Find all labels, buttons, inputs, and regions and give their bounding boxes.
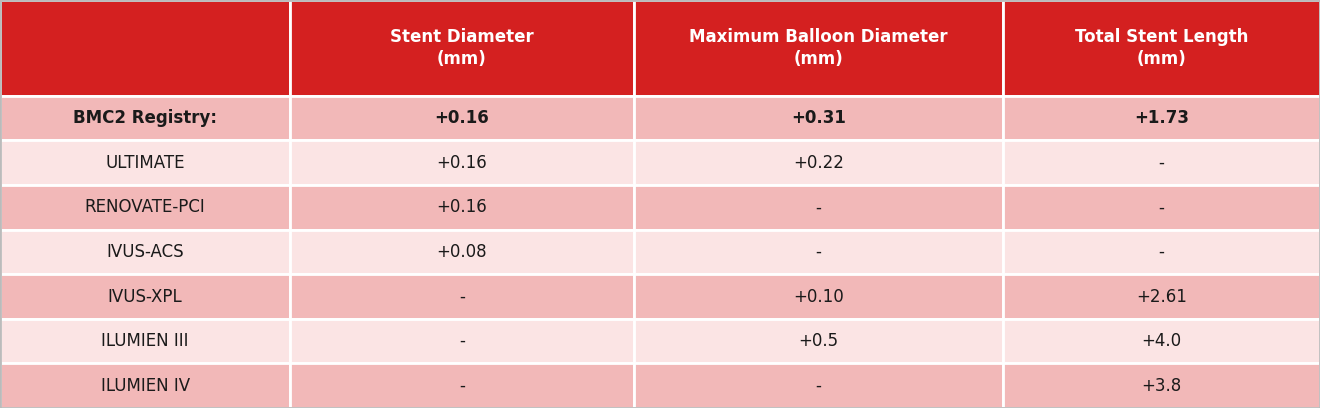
- Text: -: -: [459, 377, 465, 395]
- Bar: [0, 364, 290, 408]
- Bar: [1003, 274, 1320, 319]
- Text: -: -: [459, 288, 465, 306]
- Text: Stent Diameter
(mm): Stent Diameter (mm): [391, 28, 533, 68]
- Text: -: -: [1159, 198, 1164, 216]
- Text: +0.16: +0.16: [434, 109, 490, 127]
- Text: -: -: [816, 377, 821, 395]
- Bar: [290, 185, 634, 230]
- Text: ILUMIEN IV: ILUMIEN IV: [100, 377, 190, 395]
- Text: BMC2 Registry:: BMC2 Registry:: [73, 109, 218, 127]
- Text: +2.61: +2.61: [1137, 288, 1187, 306]
- Bar: [1003, 364, 1320, 408]
- Text: +0.16: +0.16: [437, 198, 487, 216]
- Text: -: -: [459, 332, 465, 350]
- Bar: [290, 0, 634, 96]
- Text: +4.0: +4.0: [1142, 332, 1181, 350]
- Bar: [634, 96, 1003, 140]
- Bar: [0, 319, 290, 364]
- Bar: [290, 364, 634, 408]
- Text: Total Stent Length
(mm): Total Stent Length (mm): [1074, 28, 1249, 68]
- Text: +0.5: +0.5: [799, 332, 838, 350]
- Bar: [0, 274, 290, 319]
- Bar: [290, 140, 634, 185]
- Text: IVUS-XPL: IVUS-XPL: [108, 288, 182, 306]
- Bar: [290, 96, 634, 140]
- Text: +0.31: +0.31: [791, 109, 846, 127]
- Bar: [1003, 140, 1320, 185]
- Bar: [634, 185, 1003, 230]
- Text: IVUS-ACS: IVUS-ACS: [107, 243, 183, 261]
- Text: -: -: [816, 198, 821, 216]
- Text: -: -: [816, 243, 821, 261]
- Text: +0.16: +0.16: [437, 154, 487, 172]
- Bar: [0, 230, 290, 274]
- Text: -: -: [1159, 243, 1164, 261]
- Text: +0.22: +0.22: [793, 154, 843, 172]
- Bar: [1003, 96, 1320, 140]
- Bar: [290, 274, 634, 319]
- Bar: [0, 140, 290, 185]
- Bar: [0, 0, 290, 96]
- Bar: [290, 319, 634, 364]
- Bar: [1003, 0, 1320, 96]
- Bar: [1003, 319, 1320, 364]
- Text: +0.10: +0.10: [793, 288, 843, 306]
- Bar: [1003, 230, 1320, 274]
- Bar: [634, 319, 1003, 364]
- Bar: [634, 0, 1003, 96]
- Text: +3.8: +3.8: [1142, 377, 1181, 395]
- Text: -: -: [1159, 154, 1164, 172]
- Bar: [1003, 185, 1320, 230]
- Bar: [634, 274, 1003, 319]
- Text: ULTIMATE: ULTIMATE: [106, 154, 185, 172]
- Bar: [634, 230, 1003, 274]
- Bar: [0, 185, 290, 230]
- Text: Maximum Balloon Diameter
(mm): Maximum Balloon Diameter (mm): [689, 28, 948, 68]
- Text: +1.73: +1.73: [1134, 109, 1189, 127]
- Text: RENOVATE-PCI: RENOVATE-PCI: [84, 198, 206, 216]
- Text: ILUMIEN III: ILUMIEN III: [102, 332, 189, 350]
- Bar: [634, 364, 1003, 408]
- Bar: [634, 140, 1003, 185]
- Bar: [290, 230, 634, 274]
- Text: +0.08: +0.08: [437, 243, 487, 261]
- Bar: [0, 96, 290, 140]
